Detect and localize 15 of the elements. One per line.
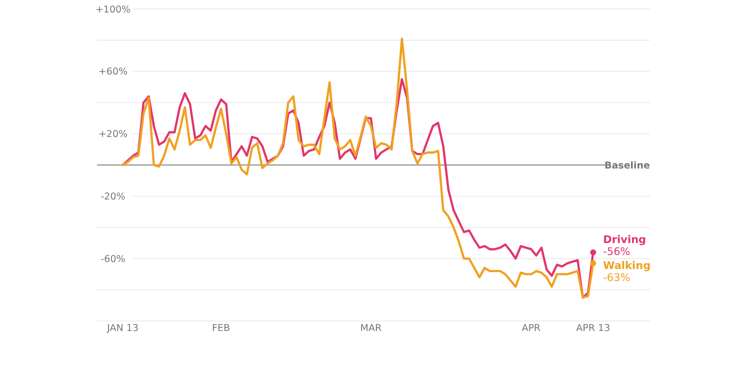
data-label: -63%	[603, 272, 630, 284]
x-tick-label: FEB	[212, 323, 230, 334]
y-tick-label: -20%	[100, 192, 126, 203]
y-tick-label: +20%	[98, 129, 128, 140]
y-tick-label: +60%	[98, 66, 128, 78]
y-tick-label: -60%	[100, 254, 126, 265]
x-tick-label: JAN 13	[106, 323, 139, 334]
data-label: -56%	[603, 246, 630, 258]
series-label: Driving	[603, 234, 646, 246]
ref-line-label: Baseline	[604, 160, 650, 172]
series-label: Walking	[603, 260, 651, 272]
x-tick-label: APR 13	[576, 323, 610, 334]
x-tick-label: MAR	[360, 323, 382, 334]
y-tick-label: +100%	[95, 4, 131, 16]
x-tick-label: APR	[522, 323, 541, 334]
